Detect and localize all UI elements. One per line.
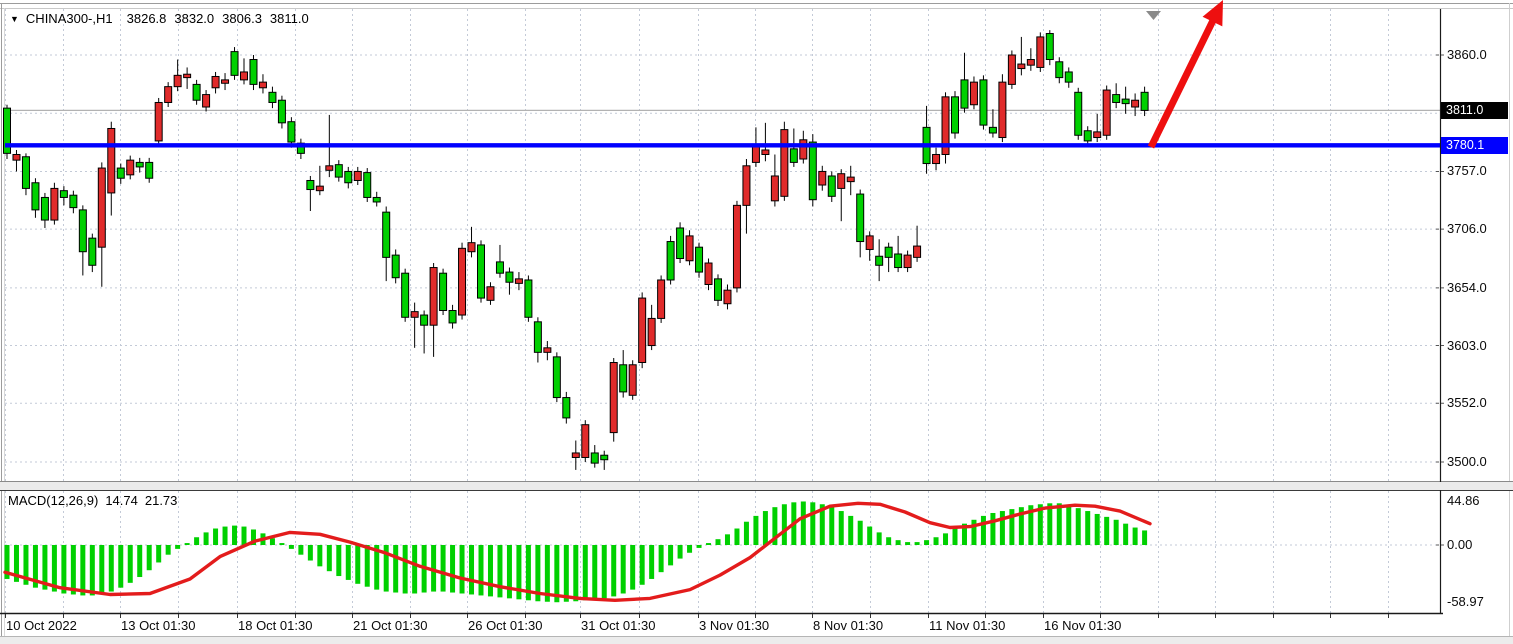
time-axis-label: 26 Oct 01:30 [468,618,543,633]
time-axis-label: 21 Oct 01:30 [353,618,428,633]
ohlc-low: 3806.3 [222,11,262,26]
macd-title: MACD(12,26,9) [8,493,99,508]
price-axis-label: 3757.0 [1447,163,1487,179]
time-axis-label: 11 Nov 01:30 [929,618,1006,633]
price-axis-label: 3860.0 [1447,47,1487,62]
panel-splitter[interactable] [0,482,1513,490]
ohlc-open: 3826.8 [126,11,167,26]
macd-axis-label: 0.00 [1447,537,1473,552]
current-price-box: 3811.0 [1441,101,1508,119]
time-axis-label: 3 Nov 01:30 [699,618,770,633]
price-axis-label: 3603.0 [1447,337,1487,353]
price-axis-label: 3706.0 [1447,221,1487,237]
ohlc-close: 3811.0 [269,11,309,26]
window-bottom-edge [0,637,1513,644]
macd-axis-label: 44.86 [1447,493,1480,509]
macd-axis-label: -58.97 [1447,594,1484,610]
macd-signal-value: 21.73 [144,493,178,508]
time-axis-label: 16 Nov 01:30 [1044,618,1122,633]
time-axis-label: 31 Oct 01:30 [581,618,656,633]
time-axis-label: 13 Oct 01:30 [121,618,196,633]
macd-main-value: 14.74 [105,493,138,508]
ohlc-high: 3832.0 [174,11,215,26]
symbol-marker-icon: ▼ [10,13,19,24]
price-axis[interactable] [1441,10,1513,613]
macd-indicator-label: MACD(12,26,9) 14.74 21.73 [8,493,177,508]
time-axis-label: 8 Nov 01:30 [813,618,884,633]
time-axis-label: 10 Oct 2022 [6,618,77,633]
price-axis-label: 3552.0 [1447,395,1487,411]
symbol-timeframe-label: CHINA300-,H1 [25,11,113,26]
support-level-price-box: 3780.1 [1441,136,1508,154]
price-axis-label: 3654.0 [1447,279,1487,295]
chart-header: ▼ CHINA300-,H1 3826.8 3832.0 3806.3 3811… [10,11,309,26]
price-axis-label: 3500.0 [1447,454,1487,469]
time-axis-label: 18 Oct 01:30 [238,618,313,633]
